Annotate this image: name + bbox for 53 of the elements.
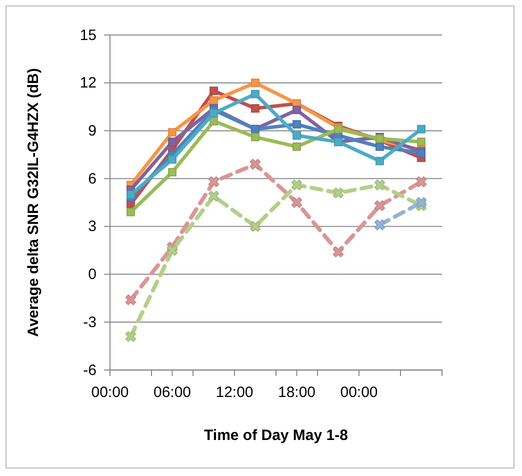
point: [125, 331, 136, 342]
y-tick-label: 9: [88, 122, 96, 140]
point: [126, 208, 135, 216]
point: [168, 155, 176, 164]
point: [210, 108, 218, 118]
point: [292, 106, 301, 114]
x-tick-label: 00:00: [340, 384, 378, 401]
point: [208, 176, 220, 188]
point: [332, 188, 344, 198]
point: [417, 138, 426, 146]
y-tick-label: 3: [88, 218, 96, 236]
point: [416, 176, 427, 188]
point: [376, 156, 384, 166]
y-tick-label: -6: [83, 362, 96, 379]
point: [168, 138, 176, 146]
y-tick-label: 6: [88, 170, 96, 188]
y-tick-label: 15: [80, 26, 96, 44]
point: [417, 124, 426, 134]
point: [210, 116, 218, 126]
point: [166, 244, 178, 256]
y-tick-label: 0: [88, 266, 96, 284]
point: [332, 246, 344, 258]
point: [250, 221, 261, 232]
y-axis-title: Average delta SNR G32IL-G4HZX (dB): [25, 68, 42, 337]
point: [210, 96, 218, 105]
y-tick-label: -3: [83, 314, 96, 331]
point: [251, 132, 260, 142]
point: [374, 200, 386, 212]
point: [292, 131, 301, 140]
x-tick-label: 18:00: [278, 384, 316, 401]
point: [251, 104, 260, 113]
point: [291, 197, 302, 208]
point: [168, 168, 176, 176]
point: [208, 190, 220, 202]
point: [251, 78, 260, 88]
point: [126, 190, 135, 199]
point: [416, 197, 427, 208]
point: [168, 128, 176, 137]
point: [292, 120, 301, 129]
point: [210, 86, 218, 96]
x-tick-label: 12:00: [216, 384, 254, 401]
y-tick-label: 12: [80, 74, 96, 92]
point: [374, 219, 386, 230]
point: [374, 180, 386, 190]
point: [250, 158, 261, 170]
point: [251, 90, 260, 98]
x-axis-title: Time of Day May 1-8: [204, 427, 348, 444]
point: [125, 294, 136, 306]
point: [376, 142, 384, 151]
point: [292, 142, 301, 151]
x-tick-label: 06:00: [153, 384, 192, 401]
x-tick-label: 00:00: [91, 384, 129, 401]
point: [291, 180, 302, 190]
